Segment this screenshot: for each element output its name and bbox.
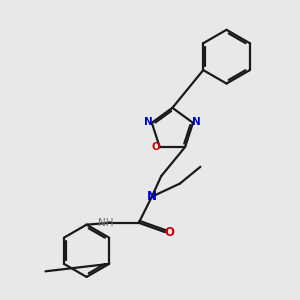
Text: NH: NH [98,218,114,228]
Text: N: N [192,117,200,127]
Text: O: O [152,142,160,152]
Text: N: N [144,117,153,127]
Text: N: N [147,190,157,203]
Text: O: O [165,226,175,238]
